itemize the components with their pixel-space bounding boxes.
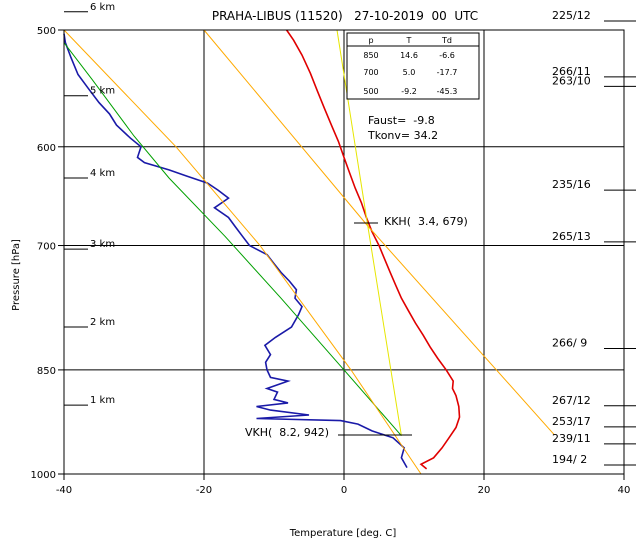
table-cell: 700: [363, 68, 378, 77]
data-table: p T Td 850 14.6 -6.6 700 5.0 -17.7 500 -…: [346, 32, 480, 100]
chart-title: PRAHA-LIBUS (11520) 27-10-2019 00 UTC: [212, 9, 478, 23]
kkh-annotation: KKH( 3.4, 679): [384, 215, 468, 228]
wind-label: 235/16: [552, 178, 591, 191]
table-cell: -9.2: [401, 87, 417, 96]
y-tick-label: 1000: [31, 470, 56, 481]
x-tick-label: 40: [618, 485, 631, 496]
height-label: 4 km: [90, 168, 115, 179]
x-tick-label: 20: [478, 485, 491, 496]
y-tick-label: 600: [37, 143, 56, 154]
height-label: 5 km: [90, 86, 115, 97]
x-tick-label: 0: [341, 485, 347, 496]
x-tick-label: -20: [196, 485, 212, 496]
y-axis-label: Pressure [hPa]: [11, 239, 22, 311]
series-group: [63, 29, 555, 475]
table-cell: 850: [363, 51, 378, 60]
wind-label: 253/17: [552, 415, 591, 428]
y-tick-label: 500: [37, 26, 56, 37]
height-label: 1 km: [90, 395, 115, 406]
table-cell: -45.3: [437, 87, 458, 96]
wind-label: 266/11: [552, 65, 591, 78]
wind-label: 266/ 9: [552, 336, 587, 349]
table-header-t: T: [406, 36, 412, 45]
wind-label: 194/ 2: [552, 453, 587, 466]
table-cell: 14.6: [400, 51, 418, 60]
x-axis-label: Temperature [deg. C]: [289, 528, 397, 539]
table-header-p: p: [368, 36, 373, 45]
wind-label: 263/10: [552, 74, 591, 87]
height-label: 3 km: [90, 239, 115, 250]
wind-label: 265/13: [552, 230, 591, 243]
series-orange-line-1: [63, 29, 422, 475]
height-labels: 6 km 5 km 4 km 3 km 2 km 1 km: [64, 2, 115, 406]
y-tick-label: 700: [37, 242, 56, 253]
table-cell: -6.6: [439, 51, 455, 60]
faust-annotation: Faust= -9.8: [368, 114, 435, 127]
tkonv-annotation: Tkonv= 34.2: [367, 129, 438, 142]
x-tick-label: -40: [56, 485, 72, 496]
height-label: 2 km: [90, 317, 115, 328]
wind-label: 225/12: [552, 9, 591, 22]
table-header-td: Td: [441, 36, 452, 45]
table-cell: 5.0: [403, 68, 416, 77]
vkh-annotation: VKH( 8.2, 942): [245, 426, 329, 439]
height-label: 6 km: [90, 2, 115, 13]
y-tick-label: 850: [37, 366, 56, 377]
series-dry-adiabat: [63, 42, 402, 437]
wind-label: 267/12: [552, 394, 591, 407]
axes: -40 -20 0 20 40 500 600 700 850 1000: [31, 26, 631, 496]
series-temperature: [285, 29, 461, 470]
series-dewpoint: [63, 33, 408, 468]
wind-label: 239/11: [552, 432, 591, 445]
table-cell: 500: [363, 87, 378, 96]
table-cell: -17.7: [437, 68, 458, 77]
